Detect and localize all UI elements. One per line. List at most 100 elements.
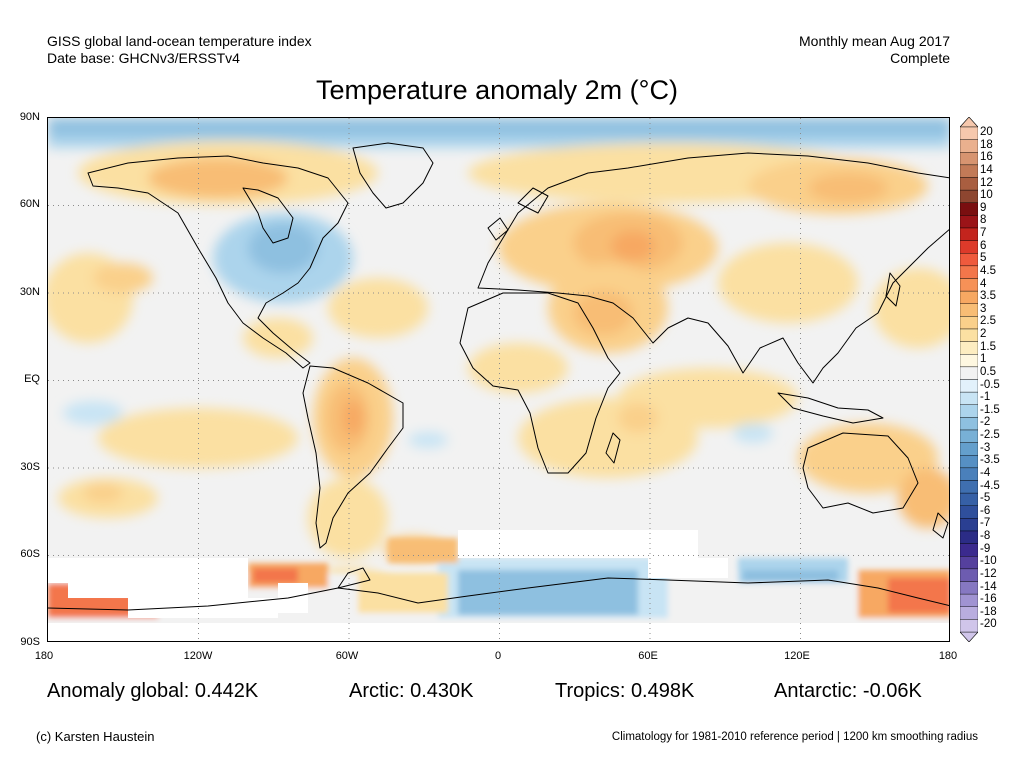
colorbar-label: -8 [980, 530, 991, 542]
lat-label-60n: 60N [19, 198, 40, 210]
colorbar-label: 12 [980, 176, 993, 189]
colorbar-swatch [959, 467, 979, 481]
colorbar-label: -10 [980, 555, 997, 568]
colorbar-swatch [959, 227, 979, 241]
colorbar-swatch [959, 240, 979, 254]
colorbar-label: 20 [980, 126, 993, 138]
lat-label-90s: 90S [20, 636, 40, 648]
colorbar-swatch [959, 429, 979, 443]
colorbar-label: -1.5 [980, 403, 1000, 416]
colorbar-swatch [959, 379, 979, 393]
colorbar-label: -4.5 [980, 479, 1000, 492]
colorbar-swatch [959, 593, 979, 607]
colorbar-label: -3.5 [980, 454, 1000, 467]
lat-label-eq: EQ [24, 373, 40, 385]
lon-label-60e: 60E [638, 650, 658, 662]
colorbar-swatch [959, 480, 979, 494]
colorbar-label: 0.5 [980, 365, 996, 378]
stat-arctic: Arctic: 0.430K [349, 680, 474, 702]
completeness-label: Complete [890, 50, 950, 66]
colorbar-swatch [959, 139, 979, 153]
anomaly-map-svg [48, 118, 949, 641]
colorbar-swatch [959, 505, 979, 519]
lat-label-30n: 30N [19, 286, 40, 298]
colorbar-label: -6 [980, 504, 991, 517]
stat-antarctic: Antarctic: -0.06K [774, 680, 922, 702]
colorbar-label: 1.5 [980, 340, 996, 353]
colorbar-label: 2 [980, 328, 987, 340]
colorbar-swatch [959, 189, 979, 203]
colorbar-min-arrow [959, 631, 979, 643]
colorbar-label: 4 [980, 277, 987, 290]
colorbar-swatch [959, 568, 979, 582]
colorbar-swatch [959, 316, 979, 330]
colorbar-label: -20 [980, 618, 997, 631]
colorbar-swatch [959, 619, 979, 633]
colorbar-label: -3 [980, 441, 991, 454]
colorbar-label: 2.5 [980, 315, 996, 328]
colorbar-label: -18 [980, 605, 997, 618]
colorbar-label: -9 [980, 542, 991, 555]
period-label: Monthly mean Aug 2017 [799, 33, 950, 49]
colorbar-swatch [959, 354, 979, 368]
colorbar-label: -0.5 [980, 378, 1000, 391]
database-label: Date base: GHCNv3/ERSSTv4 [47, 50, 240, 66]
colorbar-swatch [959, 530, 979, 544]
colorbar-swatch [959, 391, 979, 405]
colorbar-swatch [959, 442, 979, 456]
colorbar-label: 3.5 [980, 290, 996, 303]
lon-label-180e: 180 [938, 650, 958, 662]
colorbar-swatch [959, 455, 979, 469]
colorbar-label: -12 [980, 567, 997, 580]
colorbar-swatch [959, 152, 979, 166]
colorbar-label: 5 [980, 252, 987, 265]
lat-label-60s: 60S [20, 548, 40, 560]
colorbar-label: -16 [980, 593, 997, 606]
colorbar-swatch [959, 202, 979, 216]
colorbar-label: -2 [980, 416, 991, 429]
no-data-regions [48, 530, 949, 641]
colorbar-label: 8 [980, 214, 987, 227]
colorbar-swatch [959, 581, 979, 595]
colorbar-label: 9 [980, 201, 987, 214]
colorbar-swatch [959, 253, 979, 267]
colorbar-swatch [959, 366, 979, 380]
colorbar-label: 7 [980, 227, 987, 239]
colorbar-label: -1 [980, 391, 991, 404]
colorbar-label: 10 [980, 189, 993, 202]
lat-label-30s: 30S [20, 461, 40, 473]
colorbar-swatch [959, 404, 979, 418]
colorbar-swatch [959, 328, 979, 342]
lon-label-120e: 120E [784, 650, 810, 662]
colorbar-swatch [959, 556, 979, 570]
colorbar-swatch [959, 606, 979, 620]
lon-label-180w: 180 [34, 650, 54, 662]
colorbar-swatch [959, 341, 979, 355]
colorbar-swatch [959, 417, 979, 431]
colorbar-label: 14 [980, 163, 993, 176]
colorbar-swatch [959, 126, 979, 140]
colorbar [959, 116, 979, 647]
anomaly-map [47, 117, 950, 642]
colorbar-swatch [959, 492, 979, 506]
lon-label-60w: 60W [335, 650, 359, 662]
colorbar-swatch [959, 518, 979, 532]
colorbar-label: -5 [980, 492, 991, 505]
coastlines [48, 142, 949, 611]
colorbar-label: -2.5 [980, 429, 1000, 441]
colorbar-label: -14 [980, 580, 997, 593]
colorbar-svg [959, 116, 979, 643]
colorbar-swatch [959, 215, 979, 229]
colorbar-swatch [959, 265, 979, 279]
colorbar-max-arrow [959, 116, 979, 128]
colorbar-label: 6 [980, 239, 987, 252]
lat-label-90n: 90N [19, 111, 40, 123]
lon-label-0: 0 [494, 650, 502, 662]
credit: (c) Karsten Haustein [36, 729, 155, 744]
colorbar-swatch [959, 164, 979, 178]
colorbar-swatch [959, 303, 979, 317]
stat-tropics: Tropics: 0.498K [555, 680, 695, 702]
lon-label-120w: 120W [183, 650, 213, 662]
colorbar-label: -7 [980, 517, 991, 530]
stat-global: Anomaly global: 0.442K [47, 680, 259, 702]
